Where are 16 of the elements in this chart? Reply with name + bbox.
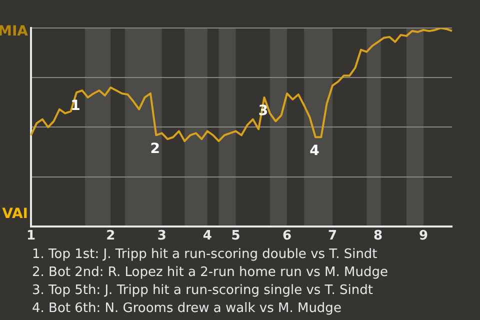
text: 4. Bot 6th: N. Grooms drew a walk vs M. Mudge [32, 300, 342, 318]
x-tick-label: 8 [374, 228, 383, 244]
x-tick-label: 2 [106, 228, 116, 244]
annotation: 4 [310, 142, 320, 159]
text: 1. Top 1st: J. Tripp hit a run-scoring double vs T. Sindt [32, 246, 378, 264]
x-tick-label: 6 [282, 228, 292, 244]
x-tick-label: 1 [26, 228, 36, 244]
text: 2. Bot 2nd: R. Lopez hit a 2-run home run vs M. Mudge [32, 264, 389, 282]
text: 3. Top 5th: J. Tripp hit a run-scoring single vs T. Sindt [32, 282, 374, 300]
x-tick-label: 7 [328, 228, 338, 244]
x-tick-label: 4 [202, 228, 212, 244]
text: VAI [2, 206, 28, 222]
x-tick-label: 5 [231, 228, 240, 244]
x-tick-label: 9 [419, 228, 428, 244]
annotation: 2 [150, 140, 160, 157]
x-tick-label: 3 [157, 228, 166, 244]
